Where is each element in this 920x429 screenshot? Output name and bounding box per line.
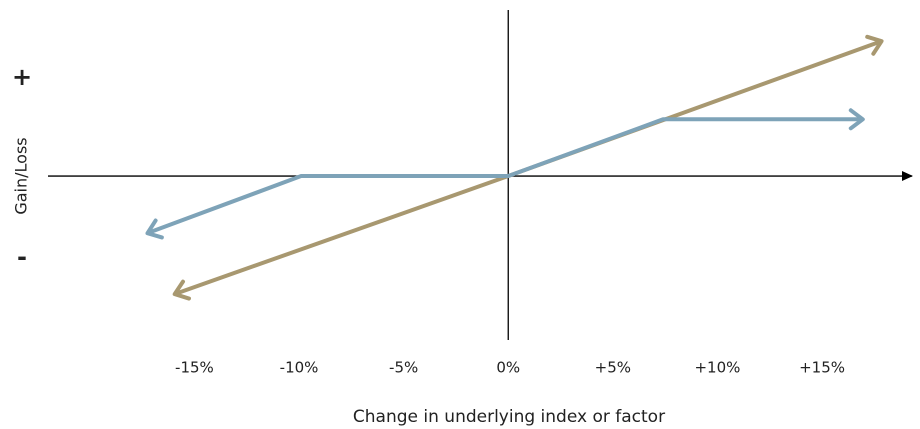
x-tick-label: -10% (280, 359, 319, 377)
x-tick-label: -15% (175, 359, 214, 377)
x-tick-label: -5% (389, 359, 418, 377)
x-tick-label: +15% (799, 359, 845, 377)
x-tick-label: +5% (595, 359, 631, 377)
y-positive-label: + (12, 63, 32, 91)
series-line (145, 108, 865, 240)
x-axis-title: Change in underlying index or factor (353, 407, 665, 427)
y-axis-title: Gain/Loss (12, 137, 31, 214)
x-tick-label: +10% (694, 359, 740, 377)
y-negative-label: - (17, 243, 27, 271)
x-tick-label: 0% (496, 359, 520, 377)
